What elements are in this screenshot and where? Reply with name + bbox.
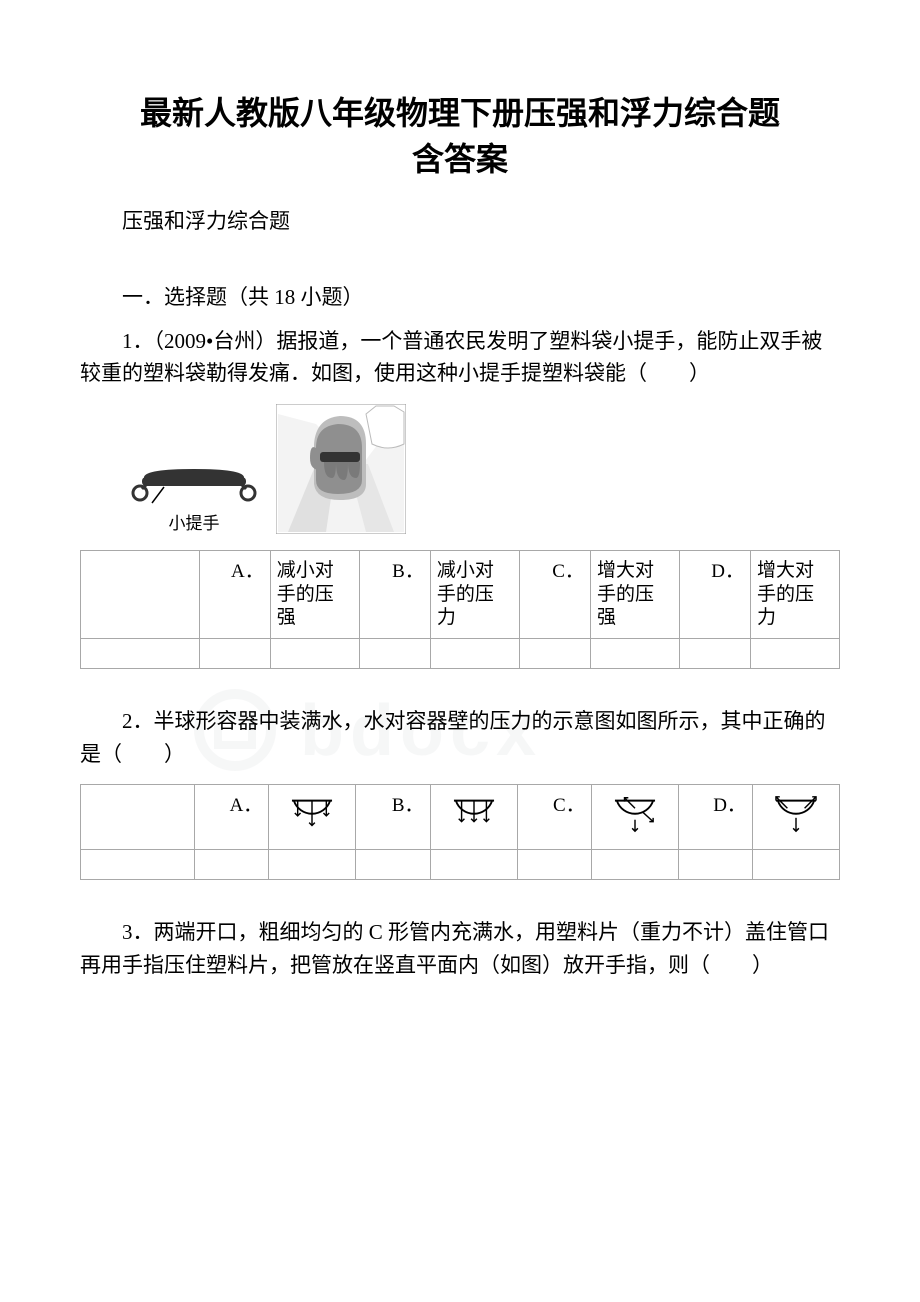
- question-2-options-table: A． B．: [80, 784, 840, 880]
- table-row: [81, 639, 840, 669]
- table-row: [81, 850, 840, 880]
- option-d-label: D．: [678, 785, 752, 850]
- handle-label: 小提手: [169, 509, 220, 534]
- question-1-text: 1．（2009•台州）据报道，一个普通农民发明了塑料袋小提手，能防止双手被较重的…: [80, 325, 840, 390]
- question-2-text: 2．半球形容器中装满水，水对容器壁的压力的示意图如图所示，其中正确的是（ ）: [80, 705, 840, 770]
- option-b-label: B．: [359, 550, 430, 638]
- option-b-label: B．: [356, 785, 430, 850]
- option-d-label: D．: [679, 550, 750, 638]
- option-c-label: C．: [519, 550, 590, 638]
- spacer-cell: [81, 550, 200, 638]
- question-1-figure: 小提手: [124, 404, 840, 534]
- hand-bag-icon: [276, 404, 406, 534]
- option-c-label: C．: [517, 785, 591, 850]
- handle-icon: [124, 463, 264, 509]
- subtitle: 压强和浮力综合题: [80, 205, 840, 235]
- table-row: A． 减小对手的压强 B． 减小对手的压力 C． 增大对手的压强 D． 增大对手…: [81, 550, 840, 638]
- spacer-cell: [81, 785, 195, 850]
- table-row: A． B．: [81, 785, 840, 850]
- option-c-text: 增大对手的压强: [590, 550, 679, 638]
- option-d-diagram: [752, 785, 839, 850]
- handle-figure: 小提手: [124, 463, 264, 534]
- section-heading: 一．选择题（共 18 小题）: [80, 281, 840, 311]
- option-a-diagram: [269, 785, 356, 850]
- question-1-options-table: A． 减小对手的压强 B． 减小对手的压力 C． 增大对手的压强 D． 增大对手…: [80, 550, 840, 669]
- option-a-label: A．: [195, 785, 269, 850]
- option-a-text: 减小对手的压强: [270, 550, 359, 638]
- option-c-diagram: [591, 785, 678, 850]
- question-3-text: 3．两端开口，粗细均匀的 C 形管内充满水，用塑料片（重力不计）盖住管口再用手指…: [80, 916, 840, 981]
- option-d-text: 增大对手的压力: [751, 550, 840, 638]
- page-title: 最新人教版八年级物理下册压强和浮力综合题 含答案: [80, 90, 840, 183]
- title-line-2: 含答案: [412, 141, 508, 177]
- title-line-1: 最新人教版八年级物理下册压强和浮力综合题: [140, 95, 780, 131]
- option-a-label: A．: [199, 550, 270, 638]
- option-b-text: 减小对手的压力: [430, 550, 519, 638]
- option-b-diagram: [430, 785, 517, 850]
